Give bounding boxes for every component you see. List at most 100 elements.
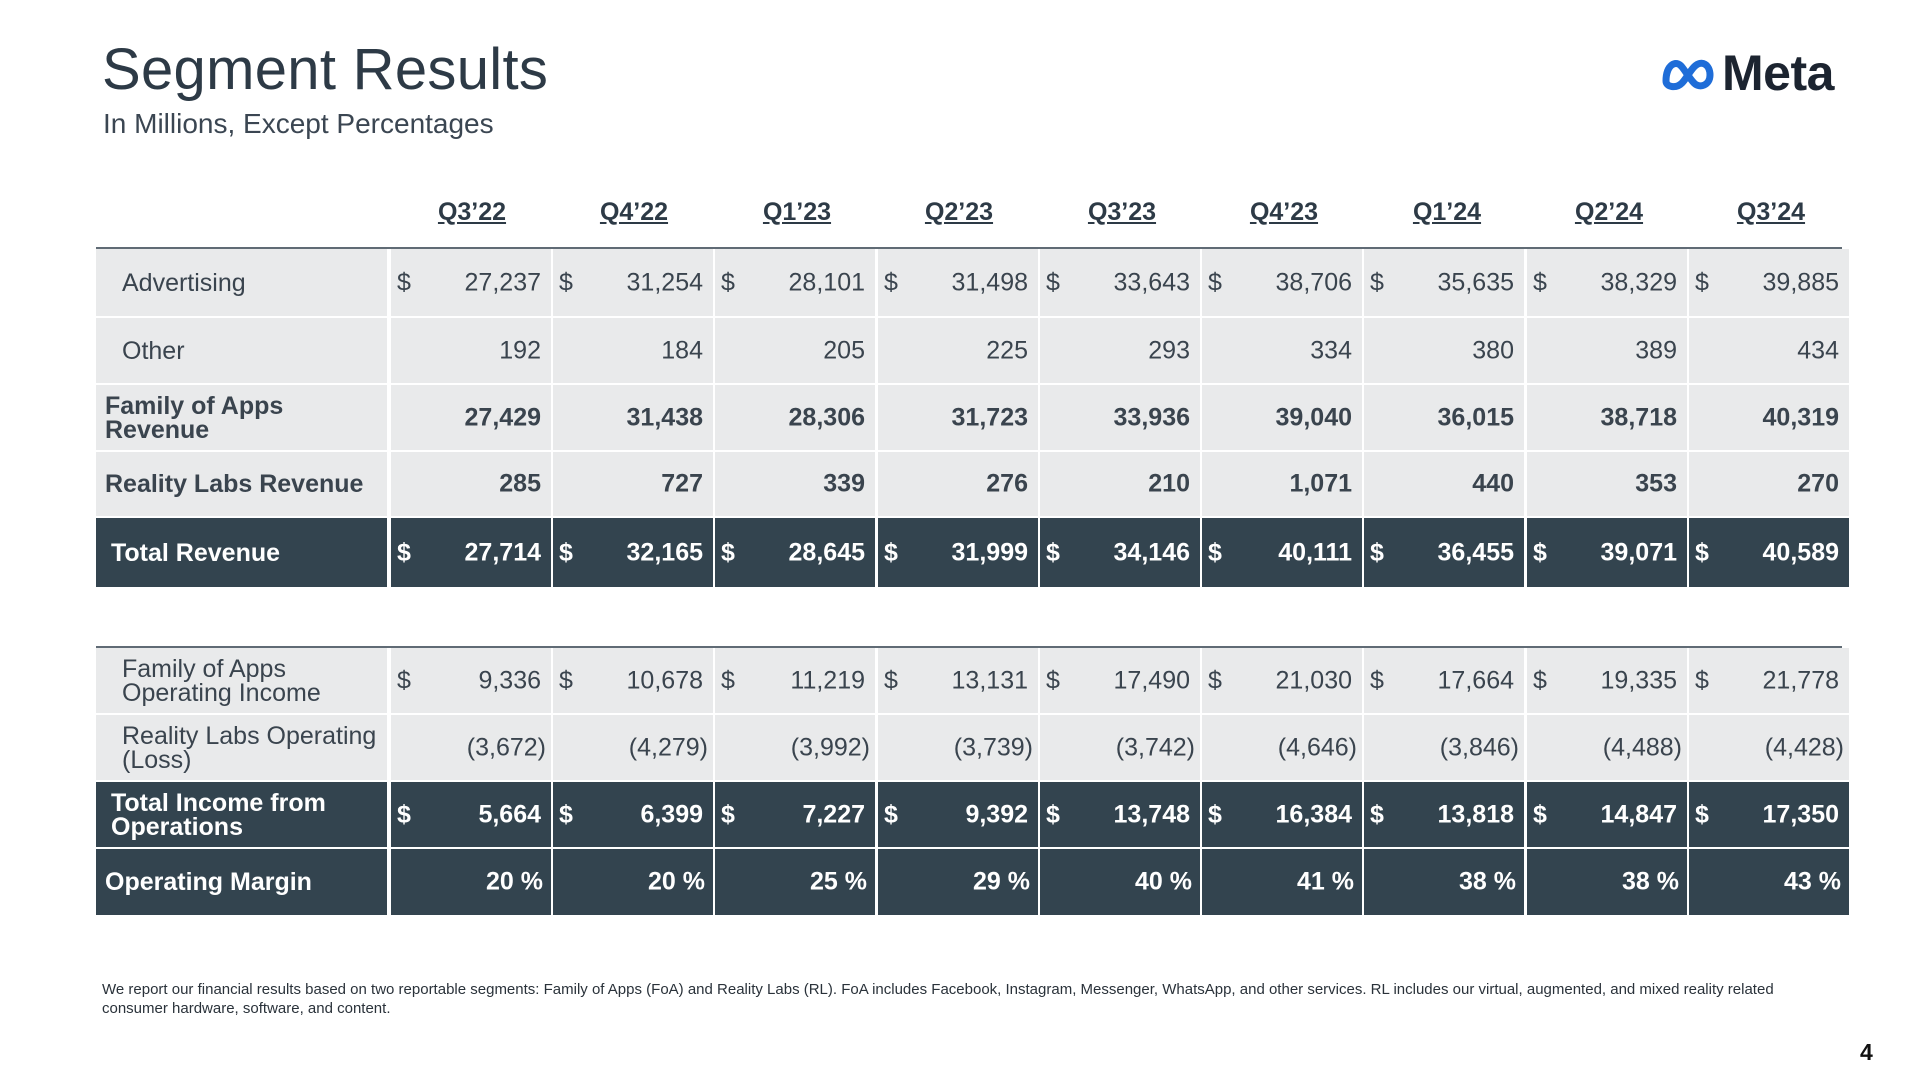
value-cell: 205 (715, 318, 875, 383)
value-cell: $39,071 (1527, 518, 1687, 587)
currency-symbol: $ (1370, 800, 1384, 828)
table-row: Family of Apps Revenue 27,429 31,438 28,306… (96, 385, 1849, 450)
value-cell: $21,030 (1202, 648, 1362, 713)
value-cell: 38,718 (1527, 385, 1687, 450)
cell-value: 1,071 (1289, 469, 1352, 498)
cell-value: 28,101 (788, 268, 865, 296)
table-row: Reality Labs Operating (Loss) (3,672) (4,2… (96, 715, 1849, 780)
currency-symbol: $ (1695, 538, 1709, 566)
value-cell: 29 % (878, 849, 1038, 915)
value-cell: $5,664 (391, 782, 551, 847)
column-header: Q1’23 (762, 198, 832, 226)
value-cell: (3,846) (1364, 715, 1524, 780)
column-header: Q1’24 (1412, 198, 1482, 226)
row-label: Family of Apps Operating Income (96, 648, 387, 713)
value-cell: (3,739) (878, 715, 1038, 780)
cell-value: (4,279) (628, 733, 708, 761)
value-cell: 38 % (1527, 849, 1687, 915)
cell-value: 38 % (1622, 867, 1679, 896)
column-header: Q3’22 (437, 198, 507, 226)
value-cell: $31,498 (878, 249, 1038, 316)
cell-value: 285 (499, 469, 541, 498)
value-cell: 40,319 (1689, 385, 1849, 450)
row-label: Reality Labs Operating (Loss) (96, 715, 387, 780)
currency-symbol: $ (884, 538, 898, 566)
value-cell: $33,643 (1040, 249, 1200, 316)
value-cell: $17,490 (1040, 648, 1200, 713)
cell-value: 6,399 (640, 800, 703, 828)
cell-value: 192 (499, 336, 541, 364)
currency-symbol: $ (721, 800, 735, 828)
value-cell: 339 (715, 452, 875, 516)
value-cell: $17,664 (1364, 648, 1524, 713)
page-number: 4 (1860, 1039, 1873, 1065)
row-label: Total Income from Operations (96, 782, 387, 847)
table-row: Advertising $27,237 $31,254 $28,101 $31,498 $… (96, 249, 1849, 316)
value-cell: (4,488) (1527, 715, 1687, 780)
value-cell: 334 (1202, 318, 1362, 383)
value-cell: 28,306 (715, 385, 875, 450)
value-cell: $13,818 (1364, 782, 1524, 847)
value-cell: $35,635 (1364, 249, 1524, 316)
currency-symbol: $ (1208, 800, 1222, 828)
cell-value: 29 % (973, 867, 1030, 896)
cell-value: 36,015 (1437, 403, 1514, 431)
cell-value: 38 % (1459, 867, 1516, 896)
cell-value: 184 (661, 336, 703, 364)
column-header: Q3’23 (1087, 198, 1157, 226)
value-cell: $32,165 (553, 518, 713, 587)
currency-symbol: $ (397, 666, 411, 694)
value-cell: 25 % (715, 849, 875, 915)
value-cell: $14,847 (1527, 782, 1687, 847)
row-label: Reality Labs Revenue (96, 452, 387, 516)
value-cell: $10,678 (553, 648, 713, 713)
cell-value: 21,030 (1275, 666, 1352, 694)
value-cell: 20 % (391, 849, 551, 915)
value-cell: (4,428) (1689, 715, 1849, 780)
cell-value: 276 (986, 469, 1028, 498)
cell-value: 210 (1148, 469, 1190, 498)
value-cell: $39,885 (1689, 249, 1849, 316)
value-cell: 353 (1527, 452, 1687, 516)
currency-symbol: $ (884, 666, 898, 694)
cell-value: 17,350 (1762, 800, 1839, 828)
currency-symbol: $ (397, 800, 411, 828)
cell-value: 43 % (1784, 867, 1841, 896)
cell-value: 20 % (486, 867, 543, 896)
cell-value: 27,714 (464, 538, 541, 566)
value-cell: 276 (878, 452, 1038, 516)
value-cell: 225 (878, 318, 1038, 383)
value-cell: $34,146 (1040, 518, 1200, 587)
meta-infinity-logo-icon (1662, 59, 1714, 91)
currency-symbol: $ (884, 268, 898, 296)
value-cell: 293 (1040, 318, 1200, 383)
value-cell: $19,335 (1527, 648, 1687, 713)
cell-value: (3,992) (790, 733, 870, 761)
value-cell: 184 (553, 318, 713, 383)
cell-value: 28,306 (788, 403, 865, 431)
value-cell: $9,336 (391, 648, 551, 713)
currency-symbol: $ (1533, 538, 1547, 566)
cell-value: 31,254 (626, 268, 703, 296)
currency-symbol: $ (1695, 800, 1709, 828)
value-cell: 210 (1040, 452, 1200, 516)
cell-value: 10,678 (626, 666, 703, 694)
currency-symbol: $ (884, 800, 898, 828)
column-header: Q4’23 (1249, 198, 1319, 226)
currency-symbol: $ (721, 538, 735, 566)
cell-value: 17,664 (1437, 666, 1514, 694)
cell-value: 39,071 (1600, 538, 1677, 566)
cell-value: (4,488) (1602, 733, 1682, 761)
cell-value: 33,936 (1113, 403, 1190, 431)
table-row: Operating Margin 20 % 20 % 25 % 29 % 40 % 41 %… (96, 849, 1849, 915)
cell-value: 35,635 (1437, 268, 1514, 296)
cell-value: 16,384 (1275, 800, 1352, 828)
value-cell: 20 % (553, 849, 713, 915)
currency-symbol: $ (559, 666, 573, 694)
cell-value: 205 (823, 336, 865, 364)
cell-value: 21,778 (1762, 666, 1839, 694)
value-cell: 43 % (1689, 849, 1849, 915)
currency-symbol: $ (721, 268, 735, 296)
cell-value: 40,589 (1762, 538, 1839, 566)
value-cell: $38,329 (1527, 249, 1687, 316)
